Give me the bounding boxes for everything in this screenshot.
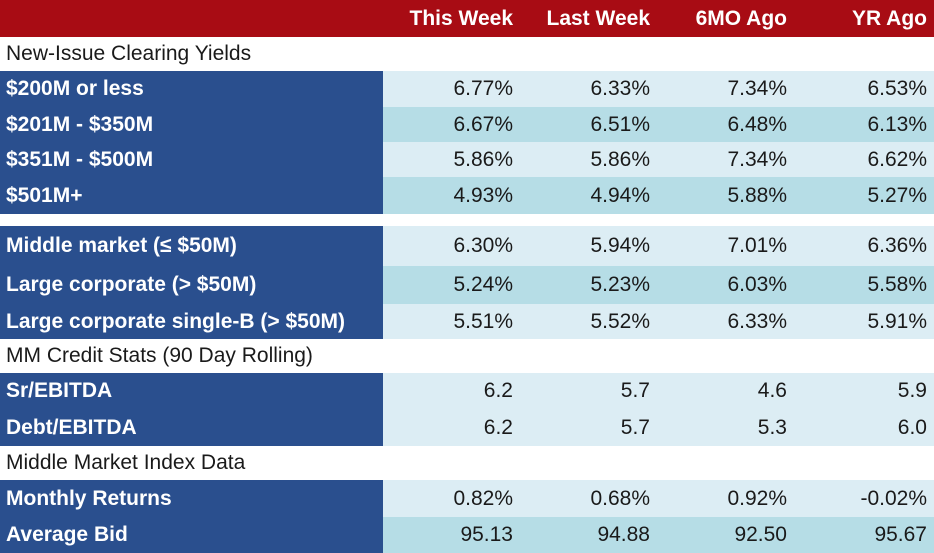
cell-last-week: 5.52% [520,304,657,339]
table-row: $201M - $350M 6.67% 6.51% 6.48% 6.13% [0,107,934,142]
cell-last-week: 5.7 [520,409,657,446]
table-row: $351M - $500M 5.86% 5.86% 7.34% 6.62% [0,142,934,177]
cell-this-week: 6.77% [383,71,520,107]
cell-last-week: 6.51% [520,107,657,142]
cell-yr-ago: 6.53% [794,71,934,107]
cell-this-week: 6.2 [383,373,520,409]
cell-last-week: 5.86% [520,142,657,177]
row-label: Debt/EBITDA [0,409,383,446]
cell-last-week: 5.23% [520,266,657,304]
cell-6mo-ago: 7.34% [657,142,794,177]
table-row: Large corporate (> $50M) 5.24% 5.23% 6.0… [0,266,934,304]
header-last-week: Last Week [546,6,651,30]
cell-yr-ago: -0.02% [794,480,934,517]
table-header: This Week Last Week 6MO Ago YR Ago [0,0,934,37]
section-divider [0,214,934,224]
cell-yr-ago: 5.27% [794,177,934,214]
cell-6mo-ago: 4.6 [657,373,794,409]
table-row: Debt/EBITDA 6.2 5.7 5.3 6.0 [0,409,934,446]
table-row: Average Bid 95.13 94.88 92.50 95.67 [0,517,934,553]
cell-last-week: 5.7 [520,373,657,409]
cell-6mo-ago: 92.50 [657,517,794,553]
section-title-row: New-Issue Clearing Yields [0,37,934,71]
cell-yr-ago: 5.9 [794,373,934,409]
table-row: Monthly Returns 0.82% 0.68% 0.92% -0.02% [0,480,934,517]
section-title-row: Middle Market Index Data [0,446,934,480]
cell-last-week: 5.94% [520,226,657,266]
row-label: Large corporate (> $50M) [0,266,383,304]
cell-this-week: 6.67% [383,107,520,142]
row-label: Middle market (≤ $50M) [0,226,383,266]
row-label: Sr/EBITDA [0,373,383,409]
header-6mo-ago: 6MO Ago [695,6,787,30]
table-row: $200M or less 6.77% 6.33% 7.34% 6.53% [0,71,934,107]
cell-this-week: 5.51% [383,304,520,339]
cell-last-week: 4.94% [520,177,657,214]
cell-6mo-ago: 6.33% [657,304,794,339]
cell-6mo-ago: 5.88% [657,177,794,214]
row-label: $501M+ [0,177,383,214]
cell-6mo-ago: 6.03% [657,266,794,304]
cell-this-week: 6.30% [383,226,520,266]
header-this-week: This Week [409,6,513,30]
cell-yr-ago: 5.91% [794,304,934,339]
cell-yr-ago: 6.0 [794,409,934,446]
section-title: New-Issue Clearing Yields [6,42,252,65]
row-label: $200M or less [0,71,383,107]
cell-last-week: 94.88 [520,517,657,553]
cell-6mo-ago: 6.48% [657,107,794,142]
section-title: MM Credit Stats (90 Day Rolling) [6,344,313,367]
table-row: Middle market (≤ $50M) 6.30% 5.94% 7.01%… [0,226,934,266]
table-row: Large corporate single-B (> $50M) 5.51% … [0,304,934,339]
row-label: Large corporate single-B (> $50M) [0,304,383,339]
cell-this-week: 6.2 [383,409,520,446]
section-title-row: MM Credit Stats (90 Day Rolling) [0,339,934,373]
row-label: $351M - $500M [0,142,383,177]
cell-this-week: 95.13 [383,517,520,553]
table-row: $501M+ 4.93% 4.94% 5.88% 5.27% [0,177,934,214]
row-label: Average Bid [0,517,383,553]
cell-6mo-ago: 7.01% [657,226,794,266]
cell-last-week: 0.68% [520,480,657,517]
cell-6mo-ago: 7.34% [657,71,794,107]
header-yr-ago: YR Ago [851,6,927,30]
table-row: Sr/EBITDA 6.2 5.7 4.6 5.9 [0,373,934,409]
section-title: Middle Market Index Data [6,451,246,474]
row-label: Monthly Returns [0,480,383,517]
cell-this-week: 5.86% [383,142,520,177]
cell-this-week: 0.82% [383,480,520,517]
cell-6mo-ago: 0.92% [657,480,794,517]
cell-yr-ago: 6.13% [794,107,934,142]
cell-6mo-ago: 5.3 [657,409,794,446]
cell-yr-ago: 6.62% [794,142,934,177]
cell-last-week: 6.33% [520,71,657,107]
cell-this-week: 4.93% [383,177,520,214]
cell-yr-ago: 6.36% [794,226,934,266]
row-label: $201M - $350M [0,107,383,142]
cell-this-week: 5.24% [383,266,520,304]
cell-yr-ago: 5.58% [794,266,934,304]
cell-yr-ago: 95.67 [794,517,934,553]
